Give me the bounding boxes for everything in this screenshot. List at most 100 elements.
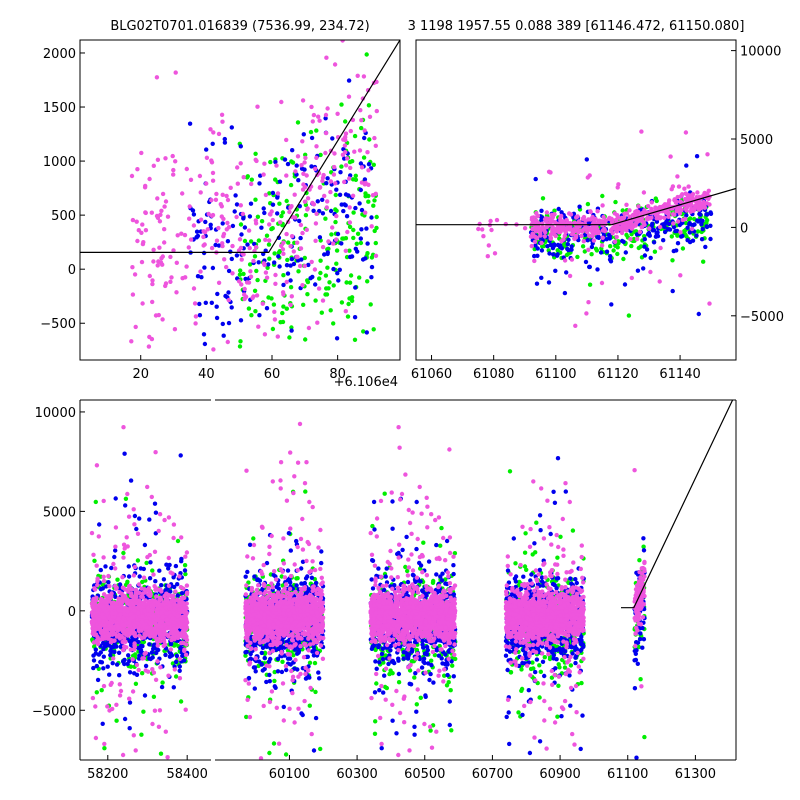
blue-point [704,212,709,217]
blue-point [553,268,558,273]
pink-point [616,225,622,230]
blue-point [113,594,118,599]
pink-point [235,165,240,170]
pink-point [616,182,621,187]
blue-point [330,136,335,141]
pink-point [108,625,114,630]
green-point [368,302,373,307]
pink-point [156,312,161,318]
blue-point [362,135,367,141]
pink-point [284,137,289,143]
pink-point [153,677,159,682]
pink-point [171,535,176,541]
green-point [585,201,591,207]
pink-point [228,185,233,190]
blue-point [535,253,540,258]
blue-point [147,642,152,647]
blue-point [116,650,122,655]
pink-point [184,601,189,606]
blue-point [221,333,226,338]
green-point [271,741,277,746]
blue-point [690,238,696,243]
blue-point [622,282,628,287]
blue-point [275,669,281,674]
pink-point [163,156,168,161]
pink-point [234,214,239,220]
blue-point [338,170,343,175]
green-point [351,227,356,233]
pink-point [585,225,590,231]
pink-point [152,598,157,604]
green-point [314,128,319,133]
green-point [670,258,675,263]
pink-point [153,450,158,455]
pink-point [155,263,160,268]
pink-point [293,169,298,174]
pink-point [263,270,269,275]
blue-point [190,423,194,427]
pink-point [171,593,176,598]
pink-point [131,733,136,738]
pink-point [373,143,378,148]
pink-point [317,118,322,123]
pink-point [158,623,163,629]
green-point [684,234,689,239]
blue-point [238,144,243,149]
pink-point [683,130,689,135]
pink-point [154,594,159,599]
green-point [351,235,356,241]
pink-point [157,708,163,713]
pink-point [492,251,498,256]
pink-point [550,224,555,230]
green-point [669,234,674,239]
pink-point [201,234,206,240]
blue-point [565,242,570,247]
pink-point [140,222,145,227]
green-point [284,198,289,204]
blue-point [661,238,666,243]
blue-point [315,199,320,204]
blue-point [296,178,301,183]
green-point [555,248,560,253]
pink-point [131,507,136,512]
blue-point [136,639,141,645]
pink-point [174,260,179,265]
pink-point [222,257,227,262]
green-point [267,256,272,261]
pink-point [108,596,113,601]
pink-point [132,522,137,527]
pink-point [284,231,289,237]
pink-point [647,216,652,221]
pink-point [701,200,706,206]
pink-point [236,279,242,284]
green-point [281,273,286,278]
blue-point [232,209,237,214]
pink-point [104,627,109,632]
green-point [317,276,322,281]
pink-point [302,199,308,204]
blue-point [233,193,238,198]
pink-point [541,227,547,233]
pink-point [552,212,557,217]
green-point [629,243,634,249]
pink-point [114,702,119,707]
pink-point [273,272,278,278]
blue-point [182,568,188,573]
pink-point [634,236,640,242]
blue-point [539,275,544,280]
pink-point [133,748,138,753]
pink-point [601,214,606,220]
pink-point [130,265,135,270]
pink-point [184,166,189,172]
pink-point [140,656,145,661]
green-point [312,660,318,666]
pink-point [648,269,653,275]
blue-point [229,125,234,130]
pink-point [303,155,308,161]
pink-point [146,612,151,617]
pink-point [171,172,176,177]
green-point [621,256,626,262]
pink-point [298,222,304,228]
pink-point [596,229,601,234]
blue-point [694,233,699,238]
